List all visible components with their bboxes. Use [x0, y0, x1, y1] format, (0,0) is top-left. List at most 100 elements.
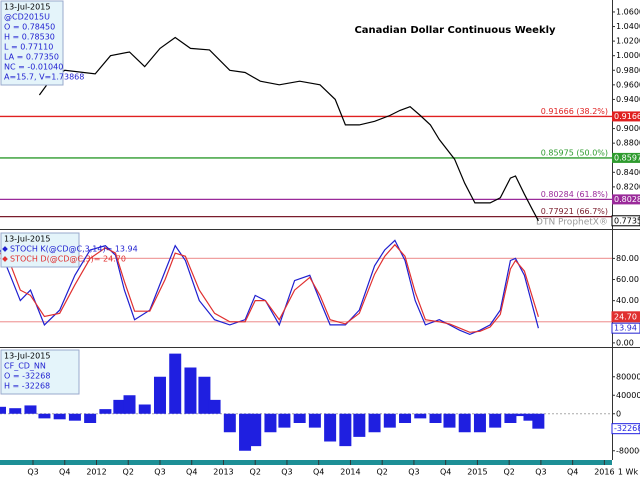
x-tick-label: Q4 [59, 468, 70, 477]
bar [278, 413, 291, 428]
info-line: O = 0.78450 [4, 23, 55, 32]
y-tick-label: 0.98000 [616, 66, 640, 75]
y-tick-label: 40.00 [616, 296, 639, 305]
series-line [38, 36, 539, 222]
info-line: O = -32268 [4, 372, 50, 381]
bar [84, 413, 97, 423]
level-box [612, 111, 640, 122]
bar [458, 413, 471, 433]
last-box [611, 215, 640, 227]
bar [208, 399, 221, 414]
bar [198, 376, 211, 414]
bar [249, 413, 262, 447]
last-label: -32268 [614, 424, 640, 433]
bar [523, 413, 536, 421]
bar [184, 367, 197, 414]
series-line [0, 239, 539, 336]
bar [9, 408, 22, 414]
bar [339, 413, 352, 447]
bar [293, 413, 306, 423]
x-tick-label: Q3 [408, 468, 419, 477]
bar [153, 376, 166, 414]
x-tick-label: Q2 [376, 468, 387, 477]
bar [473, 413, 486, 433]
y-tick-label: 1.06000 [616, 7, 640, 16]
y-tick-label: 60.00 [616, 275, 639, 284]
info-line: H = -32268 [4, 382, 50, 391]
last-label: 0.77350 [614, 216, 640, 225]
bar [169, 353, 182, 414]
y-tick-label: 40000 [616, 391, 640, 400]
bar [308, 413, 321, 428]
y-tick-label: 80000 [616, 372, 640, 381]
bar [513, 413, 526, 417]
bar [223, 413, 236, 433]
bar [429, 413, 442, 423]
bar [443, 413, 456, 428]
last-label: 24.70 [614, 312, 637, 321]
y-tick-label: 0.88000 [616, 139, 640, 148]
bar [68, 413, 81, 421]
level-box-label: 0.85975 [614, 153, 640, 162]
bar [113, 399, 126, 414]
info-line: A=15.7, V=1.73868 [4, 73, 84, 82]
info-line: @CD2015U [4, 13, 50, 22]
level-box [612, 194, 640, 205]
y-tick-label: 0.00 [616, 338, 634, 347]
y-tick-label: 0.90000 [616, 124, 640, 133]
last-label: 13.94 [614, 324, 637, 333]
x-tick-label: Q2 [503, 468, 514, 477]
level-box [612, 152, 640, 163]
x-tick-label: Q4 [567, 468, 578, 477]
x-tick-label: Q3 [27, 468, 38, 477]
level-label: 0.80284 (61.8%) [541, 190, 608, 199]
bar [383, 413, 396, 428]
x-tick-label: Q2 [123, 468, 134, 477]
bar [414, 413, 427, 419]
bar [489, 413, 502, 428]
y-tick-label: 0 [616, 409, 621, 418]
last-box [611, 311, 640, 323]
bar [53, 413, 66, 420]
bar [24, 405, 37, 414]
y-tick-label: 0.96000 [616, 80, 640, 89]
bar [239, 413, 252, 451]
y-tick-label: 1.02000 [616, 37, 640, 46]
chart-title: Canadian Dollar Continuous Weekly [354, 25, 556, 36]
x-tick-label: 2014 [340, 468, 360, 477]
info-line: 13-Jul-2015 [4, 3, 50, 12]
info-line: CF_CD_NN [4, 362, 46, 371]
last-box [611, 322, 640, 334]
y-tick-label: 0.82000 [616, 182, 640, 191]
x-tick-label: Q3 [154, 468, 165, 477]
bar [399, 413, 412, 423]
bar [138, 404, 151, 414]
bar [353, 413, 366, 437]
level-box-label: 0.80284 [614, 195, 640, 204]
bar [38, 413, 51, 419]
level-label: 0.77921 (66.7%) [541, 207, 608, 216]
x-unit: 1 Wk [618, 468, 639, 477]
x-tick-label: Q4 [440, 468, 451, 477]
x-tick-label: 2012 [86, 468, 106, 477]
info-line: 13-Jul-2015 [4, 352, 50, 361]
info-box [0, 349, 80, 395]
bar [324, 413, 337, 442]
y-tick-label: -80000 [616, 446, 640, 455]
last-box [611, 423, 640, 435]
x-tick-label: Q2 [250, 468, 261, 477]
bar [123, 395, 136, 414]
legend-label: STOCH K(@CD@C,3,14)= 13.94 [10, 245, 138, 254]
bar [99, 409, 112, 414]
bar [264, 413, 277, 433]
legend-label: STOCH D(@CD@C,3)= 24.70 [10, 255, 126, 264]
bar [368, 413, 381, 433]
x-tick-label: Q4 [313, 468, 324, 477]
info-box [0, 0, 64, 86]
y-tick-label: 80.00 [616, 254, 639, 263]
level-label: 0.91666 (38.2%) [541, 107, 608, 116]
x-tick-label: Q3 [281, 468, 292, 477]
y-tick-label: 0.84000 [616, 168, 640, 177]
